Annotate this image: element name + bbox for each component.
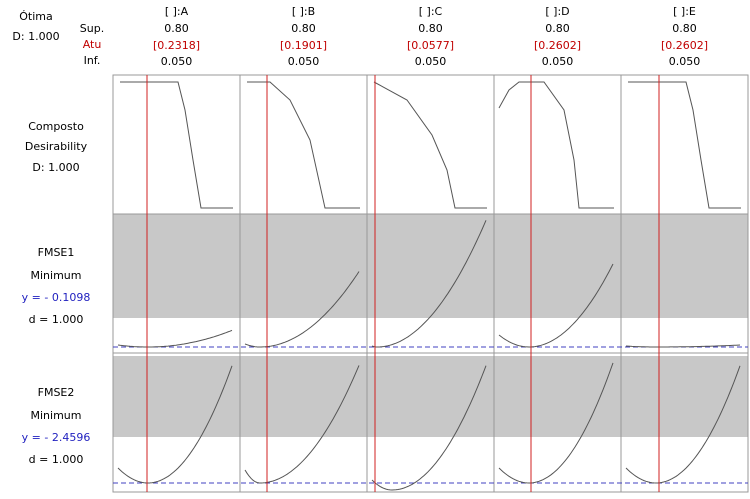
response-curve xyxy=(371,220,487,348)
high-value: 0.80 xyxy=(164,22,189,35)
response-curve xyxy=(498,263,614,348)
row-text: FMSE2 xyxy=(38,386,75,399)
row-text: y = - 2.4596 xyxy=(22,431,91,444)
low-value: 0.050 xyxy=(669,55,701,68)
desirability-curve xyxy=(247,81,360,209)
panel-border xyxy=(112,352,749,493)
optimal-label: Ótima xyxy=(19,10,52,23)
gray-band xyxy=(113,214,748,318)
column-label: [ ]:E xyxy=(673,5,696,18)
row-label: Inf. xyxy=(84,54,101,67)
row-text: Minimum xyxy=(31,409,82,422)
row-text: FMSE1 xyxy=(38,246,75,259)
column-label: [ ]:B xyxy=(292,5,315,18)
current-value: [0.2602] xyxy=(534,39,581,52)
high-value: 0.80 xyxy=(291,22,316,35)
row-text: d = 1.000 xyxy=(29,313,84,326)
row-text: Desirability xyxy=(25,140,88,153)
response-curve xyxy=(498,362,614,484)
response-curve xyxy=(117,365,233,484)
response-curve xyxy=(625,344,741,348)
current-value: [0.2602] xyxy=(661,39,708,52)
response-curve xyxy=(371,365,487,491)
row-text: Composto xyxy=(28,120,84,133)
response-curve xyxy=(244,271,360,348)
d-label: D: 1.000 xyxy=(12,30,59,43)
low-value: 0.050 xyxy=(542,55,574,68)
panel-border xyxy=(112,74,749,215)
high-value: 0.80 xyxy=(672,22,697,35)
current-value: [0.0577] xyxy=(407,39,454,52)
row-text: D: 1.000 xyxy=(32,161,79,174)
low-value: 0.050 xyxy=(161,55,193,68)
row-label: Sup. xyxy=(80,22,104,35)
high-value: 0.80 xyxy=(418,22,443,35)
column-label: [ ]:A xyxy=(165,5,189,18)
desirability-curve xyxy=(628,81,741,209)
response-curve xyxy=(625,365,741,484)
column-label: [ ]:C xyxy=(419,5,443,18)
row-label: Atu xyxy=(83,38,102,51)
desirability-curve xyxy=(373,81,487,209)
response-curve xyxy=(244,365,360,484)
row-text: y = - 0.1098 xyxy=(22,291,91,304)
row-text: Minimum xyxy=(31,269,82,282)
low-value: 0.050 xyxy=(288,55,320,68)
high-value: 0.80 xyxy=(545,22,570,35)
column-label: [ ]:D xyxy=(545,5,569,18)
current-value: [0.2318] xyxy=(153,39,200,52)
desirability-curve xyxy=(120,81,233,209)
gray-band xyxy=(113,356,748,437)
current-value: [0.1901] xyxy=(280,39,327,52)
row-text: d = 1.000 xyxy=(29,453,84,466)
desirability-curve xyxy=(498,81,614,209)
response-curve xyxy=(117,329,233,348)
low-value: 0.050 xyxy=(415,55,447,68)
